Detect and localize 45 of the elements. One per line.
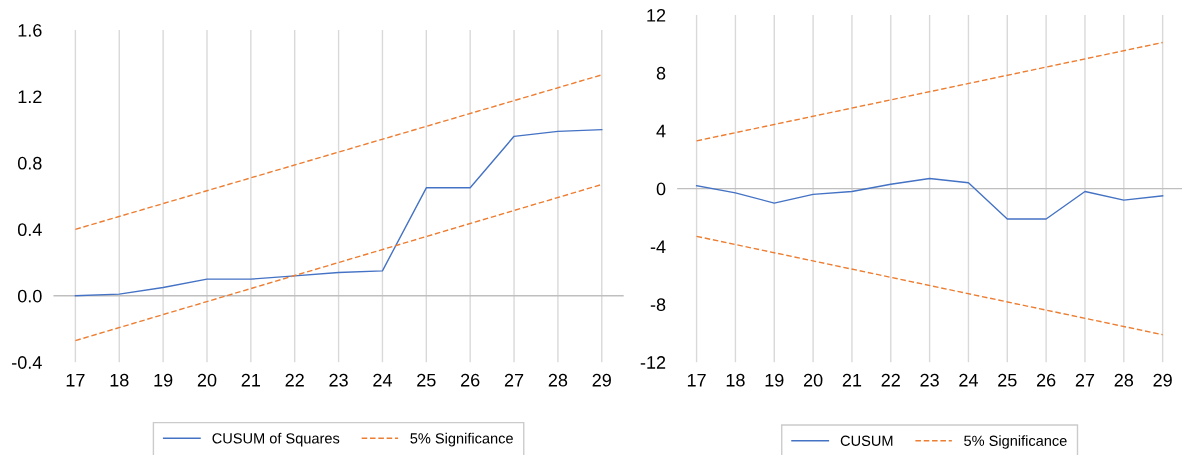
y-tick-label: -0.4 xyxy=(12,356,42,369)
x-tick-label: 20 xyxy=(803,373,823,387)
x-tick-label: 22 xyxy=(881,373,900,387)
y-tick-label: 1.2 xyxy=(18,90,42,103)
x-tick-label: 27 xyxy=(1075,373,1095,387)
x-tick-label: 23 xyxy=(329,373,348,387)
y-tick-label: 12 xyxy=(647,8,666,22)
x-tick-label: 20 xyxy=(197,373,217,387)
x-tick-label: 25 xyxy=(417,373,436,387)
x-tick-label: 23 xyxy=(920,373,939,387)
x-tick-label: 21 xyxy=(241,373,261,387)
x-tick-label: 18 xyxy=(110,373,129,387)
legend-label: CUSUM xyxy=(840,435,893,446)
x-tick-label: 26 xyxy=(461,373,480,387)
line-series xyxy=(695,177,1164,220)
y-tick-label: 4 xyxy=(656,124,666,138)
y-tick-label: -8 xyxy=(650,298,666,312)
y-tick-label: 0.8 xyxy=(17,156,42,170)
x-tick-label: 29 xyxy=(1153,373,1172,387)
y-tick-label: -12 xyxy=(640,356,666,369)
x-tick-label: 17 xyxy=(687,373,706,387)
legend-label: 5% Significance xyxy=(410,432,513,447)
y-tick-label: -4 xyxy=(650,240,666,253)
legend-label: 5% Significance xyxy=(964,435,1067,449)
x-tick-label: 24 xyxy=(959,373,978,387)
x-tick-label: 25 xyxy=(998,373,1017,387)
y-tick-label: 0 xyxy=(656,182,666,196)
x-tick-label: 19 xyxy=(154,373,173,387)
x-tick-label: 26 xyxy=(1036,373,1056,387)
x-tick-label: 28 xyxy=(548,373,568,387)
line-series xyxy=(74,128,603,297)
y-tick-label: 1.6 xyxy=(18,23,42,37)
x-tick-label: 22 xyxy=(285,373,304,387)
y-tick-label: 0.0 xyxy=(17,289,42,303)
y-tick-label: 8 xyxy=(656,66,666,80)
legend-label: CUSUM of Squares xyxy=(212,432,340,447)
x-tick-label: 27 xyxy=(504,373,524,387)
x-tick-label: 18 xyxy=(726,373,745,387)
x-tick-label: 21 xyxy=(842,373,862,387)
x-tick-label: 28 xyxy=(1114,373,1134,387)
x-tick-label: 19 xyxy=(765,373,784,387)
y-tick-label: 0.4 xyxy=(17,223,42,237)
x-tick-label: 17 xyxy=(66,373,85,387)
x-tick-label: 29 xyxy=(592,373,611,387)
x-tick-label: 24 xyxy=(373,373,392,387)
